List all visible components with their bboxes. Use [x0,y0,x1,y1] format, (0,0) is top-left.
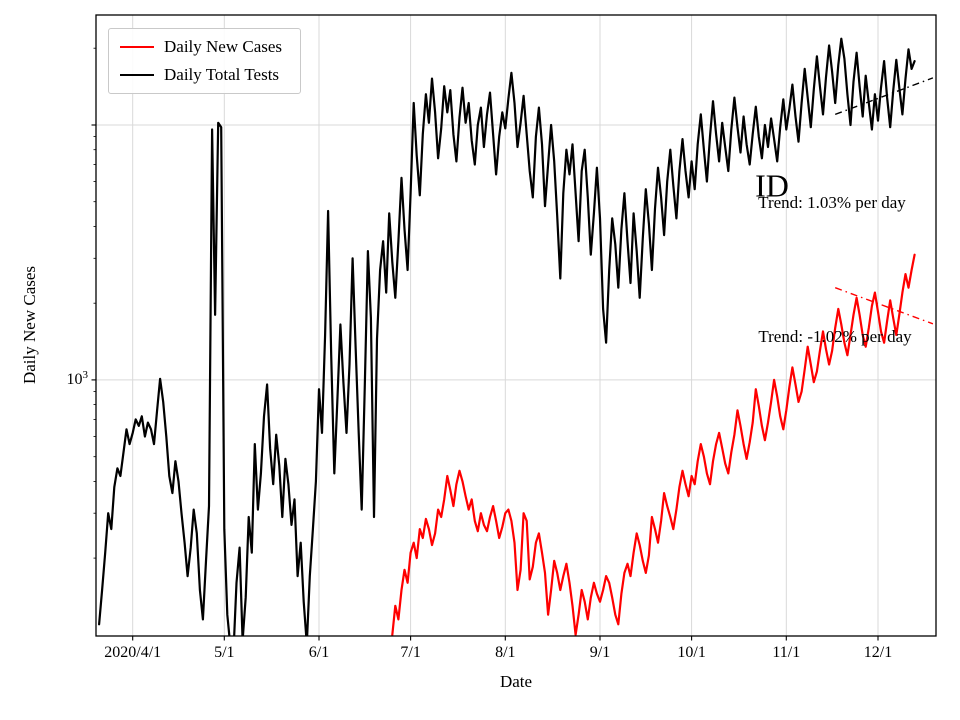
axes-spines [95,14,937,637]
x-tick-label: 11/1 [772,644,801,661]
series-daily-total-tests [97,37,916,636]
state-code-label: ID [755,167,789,204]
series-daily-new-cases [391,253,916,636]
x-tick-label: 2020/4/1 [104,644,162,661]
cases-trend-line [834,287,934,325]
y-axis-label: Daily New Cases [20,265,39,385]
x-axis-label: Date [499,672,533,691]
legend-line-swatch [120,74,154,76]
x-tick-label: 9/1 [589,644,611,661]
x-tick-label: 8/1 [495,644,516,661]
trend-up-label: Trend: 1.03% per day [758,193,906,212]
tests-trend-line [834,77,934,116]
x-tick-label: 6/1 [308,644,330,661]
legend: Daily New Cases Daily Total Tests [108,28,302,94]
y-tick-label: 103 [66,368,89,389]
x-tick-label: 7/1 [400,644,421,661]
legend-label: Daily New Cases [164,37,283,56]
x-tick-label: 10/1 [677,644,706,661]
x-tick-label: 5/1 [214,644,235,661]
x-tick-label: 12/1 [863,644,893,661]
legend-item: Daily Total Tests [120,65,282,85]
legend-item: Daily New Cases [120,37,282,57]
legend-line-swatch [120,46,154,48]
legend-label: Daily Total Tests [164,65,280,84]
trend-down-label: Trend: -1.02% per day [758,327,912,346]
